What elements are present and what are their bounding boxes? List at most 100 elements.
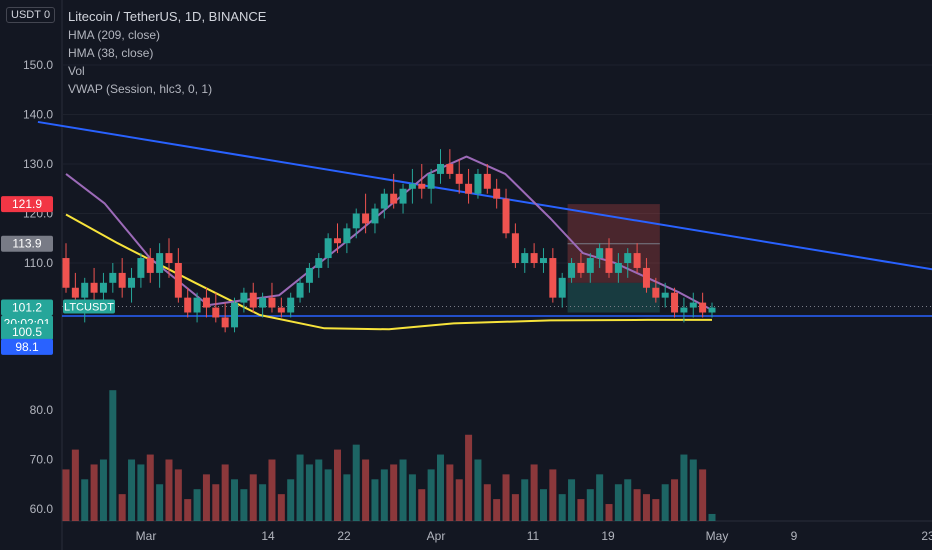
volume-bar <box>343 474 351 521</box>
volume-bar <box>399 459 407 521</box>
volume-bar <box>259 484 267 521</box>
indicator-hma209[interactable]: HMA (209, close) <box>68 28 161 42</box>
candle-body <box>231 302 239 328</box>
candle-body <box>399 188 407 204</box>
candle-body <box>334 238 342 244</box>
candle-body <box>549 258 557 298</box>
volume-bar <box>240 489 248 521</box>
volume-bar <box>558 494 566 521</box>
volume-bar <box>231 479 239 521</box>
candle-body <box>371 208 379 224</box>
candle-body <box>71 287 79 298</box>
candle-body <box>474 173 482 194</box>
candle-body <box>633 253 641 268</box>
candle-body <box>221 317 229 328</box>
volume-bar <box>305 464 313 521</box>
candle-body <box>568 263 576 278</box>
symbol-tag: LTCUSDT <box>64 302 114 314</box>
volume-bar <box>605 504 613 521</box>
volume-bar <box>371 479 379 521</box>
indicator-hma38[interactable]: HMA (38, close) <box>68 46 154 60</box>
candle-body <box>90 282 98 293</box>
symbol-tag-bg <box>63 299 115 314</box>
candle-body <box>699 302 707 313</box>
volume-bar <box>530 464 538 521</box>
volume-tick-label: 60.0 <box>30 502 54 516</box>
candle-body <box>212 307 220 318</box>
volume-bar <box>502 474 510 521</box>
candle-body <box>137 258 145 278</box>
candle-body <box>427 173 435 189</box>
currency-selector[interactable]: USDT 0 <box>6 7 56 23</box>
candle-body <box>680 307 688 313</box>
x-tick-label: 19 <box>601 529 615 543</box>
volume-bar <box>90 464 98 521</box>
volume-bar <box>137 464 145 521</box>
descending-trendline <box>37 120 932 271</box>
volume-bar <box>521 479 529 521</box>
y-tick-label: 150.0 <box>23 58 53 72</box>
candle-body <box>455 173 463 184</box>
volume-bar <box>708 513 716 521</box>
volume-bar <box>427 469 435 521</box>
y-tick-label: 130.0 <box>23 157 53 171</box>
chart-legend: Litecoin / TetherUS, 1D, BINANCE HMA (20… <box>68 8 266 98</box>
candle-body <box>558 277 566 298</box>
volume-bar <box>202 474 210 521</box>
candle-body <box>539 258 547 263</box>
candle-body <box>62 258 70 288</box>
x-tick-label: May <box>706 529 729 543</box>
candle-body <box>174 263 182 298</box>
candle-body <box>128 277 136 288</box>
candle-body <box>240 292 248 303</box>
candle-body <box>483 173 491 189</box>
volume-bar <box>156 484 164 521</box>
candle-body <box>268 297 276 308</box>
volume-bar <box>614 484 622 521</box>
indicator-volume[interactable]: Vol <box>68 64 85 78</box>
candle-body <box>259 297 267 308</box>
volume-bar <box>287 479 295 521</box>
volume-bar <box>586 489 594 521</box>
candle-body <box>118 272 126 288</box>
volume-bar <box>418 489 426 521</box>
volume-bar <box>380 469 388 521</box>
candle-body <box>352 213 360 229</box>
x-tick-label: Apr <box>427 529 446 543</box>
support-price-label-bg <box>1 338 53 355</box>
candle-body <box>287 297 295 313</box>
volume-bar <box>184 499 192 521</box>
indicator-vwap[interactable]: VWAP (Session, hlc3, 0, 1) <box>68 82 213 96</box>
x-tick-label: 23 <box>921 529 932 543</box>
volume-bar <box>680 454 688 521</box>
candle-body <box>530 253 538 263</box>
candle-body <box>502 198 510 234</box>
vwap-price-label: 100.5 <box>12 325 42 339</box>
volume-bar <box>277 494 285 521</box>
volume-bar <box>474 459 482 521</box>
volume-bar <box>436 454 444 521</box>
candle-body <box>446 164 454 174</box>
support-price-label: 98.1 <box>15 340 39 354</box>
candle-body <box>277 307 285 313</box>
candle-body <box>165 253 173 263</box>
volume-bar <box>334 449 342 521</box>
volume-bar <box>539 489 547 521</box>
volume-bar <box>109 390 117 521</box>
volume-bar <box>362 459 370 521</box>
volume-bar <box>165 459 173 521</box>
volume-bar <box>118 494 126 521</box>
candle-body <box>689 302 697 308</box>
symbol-title[interactable]: Litecoin / TetherUS, 1D, BINANCE <box>68 9 267 24</box>
volume-bar <box>511 494 519 521</box>
last-price-label-bg <box>1 299 53 316</box>
candle-body <box>146 258 154 273</box>
candle-body <box>202 297 210 308</box>
candle-body <box>465 183 473 194</box>
candle-body <box>418 183 426 189</box>
volume-bar <box>352 444 360 521</box>
candle-body <box>109 272 117 283</box>
candle-body <box>642 267 650 288</box>
volume-bar <box>408 474 416 521</box>
